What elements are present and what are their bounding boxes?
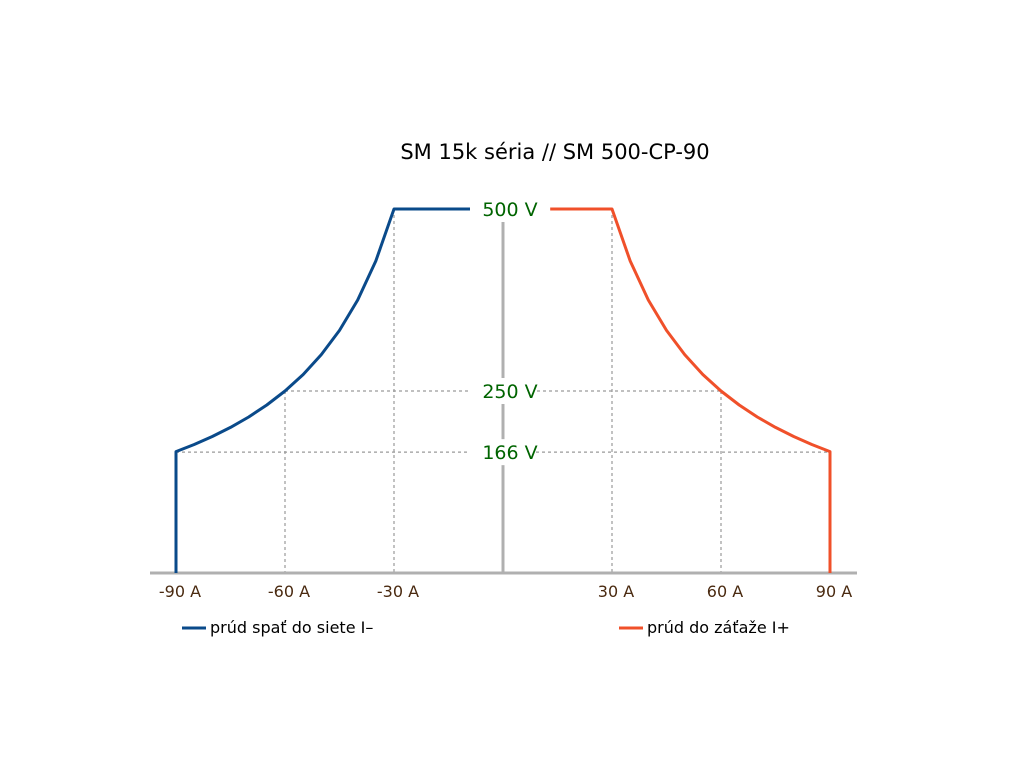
x-tick-label: 90 A [816,582,852,601]
x-tick-label: 30 A [598,582,634,601]
series-line-1 [550,207,832,573]
y-tick-label-bg [470,439,536,466]
legend-label: prúd do záťaže I+ [647,618,790,637]
y-tick-label-bg [470,378,536,404]
series-group [174,207,832,573]
y-tick-label: 166 V [482,442,537,464]
series-line-0 [174,207,472,573]
chart-title: SM 15k séria // SM 500-CP-90 [400,140,709,164]
x-tick-label: -60 A [268,582,310,601]
y-tick-label-bg [470,196,536,222]
y-tick-label: 250 V [482,381,537,403]
x-tick-labels: -90 A -60 A -30 A 30 A 60 A 90 A [159,582,852,601]
y-tick-label: 500 V [482,199,537,221]
x-tick-label: -90 A [159,582,201,601]
legend: prúd spať do siete I– prúd do záťaže I+ [182,618,790,637]
legend-label: prúd spať do siete I– [210,618,373,637]
y-tick-labels: 500 V 250 V 166 V [470,196,538,466]
x-tick-label: 60 A [707,582,743,601]
x-tick-label: -30 A [377,582,419,601]
